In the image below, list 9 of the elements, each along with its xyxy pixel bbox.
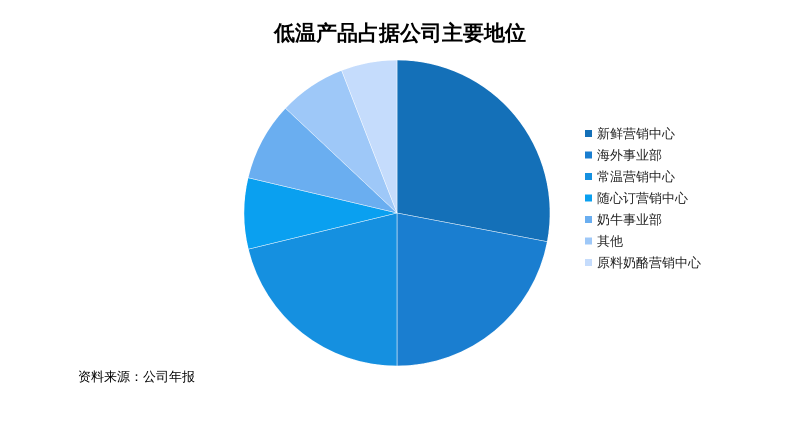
text: 资料来源：公司年报 <box>78 370 195 385</box>
chart-title: 低温产品占据公司主要地位 <box>273 21 526 45</box>
legend-label: 随心订营销中心 <box>597 190 688 206</box>
legend-label: 新鲜营销中心 <box>597 126 675 142</box>
legend-label: 其他 <box>597 234 623 250</box>
legend-label: 原料奶酪营销中心 <box>597 255 701 271</box>
legend-label: 常温营销中心 <box>597 169 675 185</box>
legend-label: 奶牛事业部 <box>597 213 662 228</box>
legend-label: 海外事业部 <box>597 148 662 164</box>
